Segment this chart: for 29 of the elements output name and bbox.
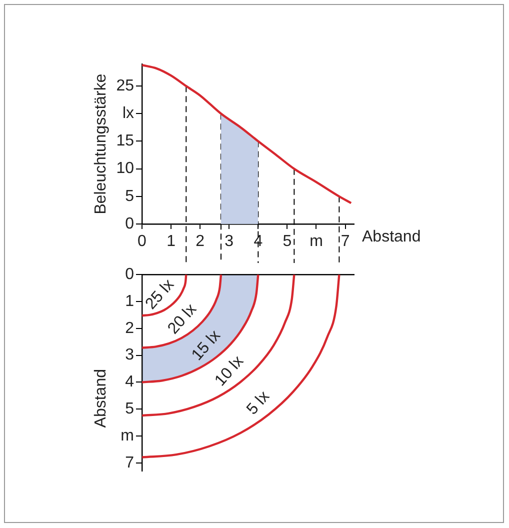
x-tick-label: m xyxy=(310,233,323,250)
x-tick-label: 5 xyxy=(282,233,292,250)
x-tick-label: 3 xyxy=(224,233,234,250)
y-tick-label: 5 xyxy=(125,188,134,205)
y-tick-label: lx xyxy=(122,105,134,122)
line-series xyxy=(142,274,340,458)
y-tick-label: 2 xyxy=(125,320,134,337)
y-axis-title: Beleuchtungsstärke xyxy=(92,74,110,214)
y-tick-label: 5 xyxy=(125,400,134,418)
y-tick-label: 4 xyxy=(125,374,134,391)
x-tick-label: 4 xyxy=(254,233,263,250)
x-tick-label: 7 xyxy=(340,233,350,250)
y-tick-label: 1 xyxy=(125,292,134,310)
y-axis-title: Abstand xyxy=(92,369,110,428)
y-tick-label: 10 xyxy=(116,160,134,178)
y-tick-label: 0 xyxy=(125,266,134,284)
x-tick-label: 0 xyxy=(138,233,147,250)
y-tick-label: m xyxy=(120,427,134,444)
x-axis-title: Abstand xyxy=(362,228,421,246)
y-tick-label: 3 xyxy=(125,346,134,364)
x-tick-label: 1 xyxy=(166,233,176,250)
y-tick-label: 25 xyxy=(116,77,134,94)
y-tick-label: 0 xyxy=(125,215,134,232)
line-series xyxy=(142,274,296,417)
y-tick-label: 7 xyxy=(125,454,134,472)
x-tick-label: 2 xyxy=(196,233,205,250)
annotation: 5 lx xyxy=(244,388,274,418)
y-tick-label: 15 xyxy=(116,132,134,150)
line-series xyxy=(142,64,352,204)
